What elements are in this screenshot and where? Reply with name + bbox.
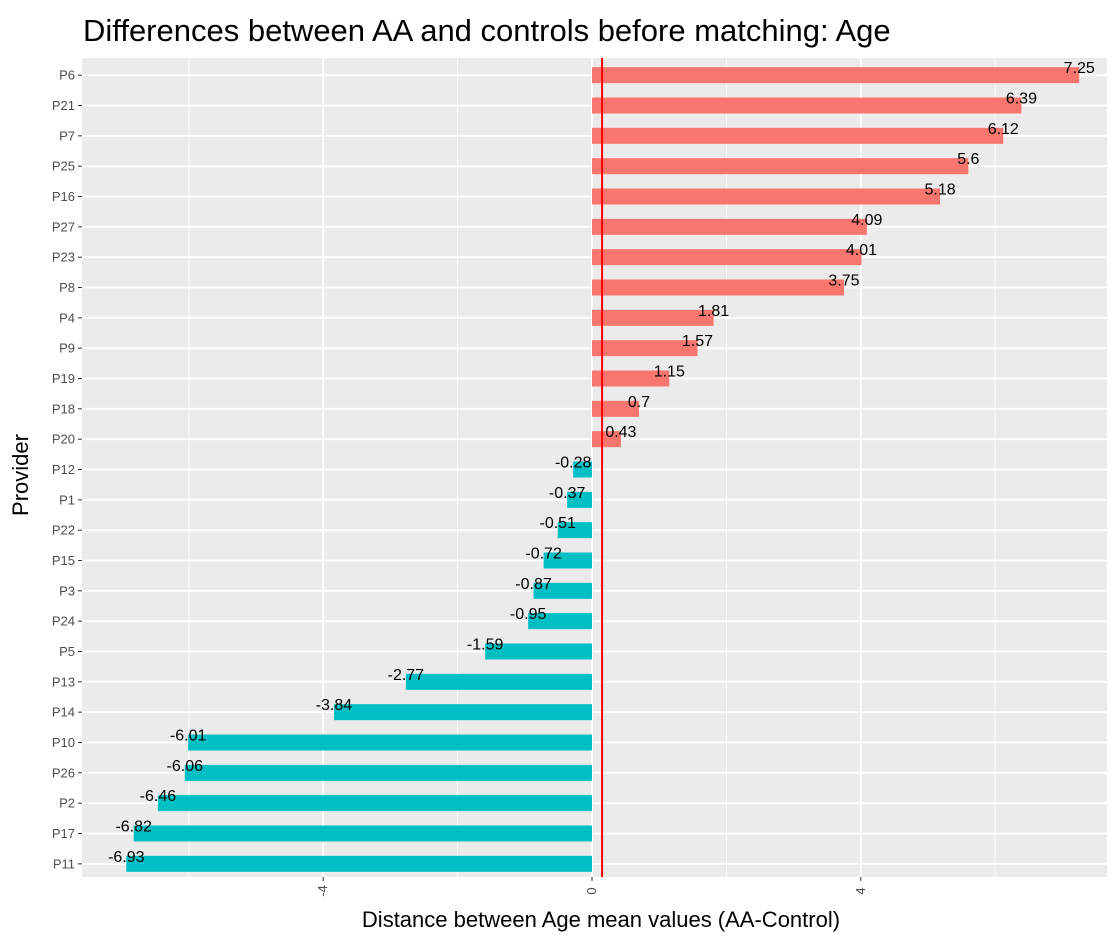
bar-p2 xyxy=(157,795,592,812)
bar-p6 xyxy=(592,67,1080,84)
bar-p1 xyxy=(567,491,592,508)
bar-p25 xyxy=(592,158,969,175)
data-label: -1.59 xyxy=(467,637,504,654)
y-tick-label: P3 xyxy=(59,583,75,598)
data-label: -0.28 xyxy=(555,455,592,472)
bar-p19 xyxy=(592,370,670,387)
y-tick-label: P6 xyxy=(59,68,75,83)
y-tick-label: P21 xyxy=(52,98,75,113)
bar-p23 xyxy=(592,249,862,266)
data-label: 0.7 xyxy=(628,394,650,411)
bar-p5 xyxy=(485,643,592,660)
bar-p16 xyxy=(592,188,941,205)
bar-p7 xyxy=(592,127,1004,144)
y-tick-label: P19 xyxy=(52,371,75,386)
y-tick-label: P23 xyxy=(52,250,75,265)
y-tick-label: P16 xyxy=(52,189,75,204)
chart-title: Differences between AA and controls befo… xyxy=(83,13,891,48)
bar-p27 xyxy=(592,218,867,235)
data-label: -0.37 xyxy=(549,485,586,502)
bar-p22 xyxy=(557,522,592,539)
x-tick-label: 4 xyxy=(853,887,868,894)
data-label: 3.75 xyxy=(828,273,859,290)
bar-p15 xyxy=(543,552,592,569)
data-label: 7.25 xyxy=(1064,60,1095,77)
data-label: 4.01 xyxy=(846,242,877,259)
bar-p24 xyxy=(528,613,592,630)
y-tick-label: P20 xyxy=(52,432,75,447)
y-tick-label: P22 xyxy=(52,523,75,538)
y-tick-label: P13 xyxy=(52,674,75,689)
bar-p3 xyxy=(533,582,592,599)
y-tick-label: P26 xyxy=(52,765,75,780)
data-label: -6.46 xyxy=(140,788,177,805)
y-tick-label: P9 xyxy=(59,341,75,356)
data-label: 5.6 xyxy=(957,151,979,168)
x-axis-title: Distance between Age mean values (AA-Con… xyxy=(362,907,840,932)
data-label: 1.15 xyxy=(654,364,685,381)
y-tick-label: P2 xyxy=(59,796,75,811)
bar-p9 xyxy=(592,340,698,357)
y-axis: P6 P21 P7 P25 P16 P27 P23 P8 P4 P9 P19 P18 P20 P12 P1 P… xyxy=(52,68,82,871)
data-label: 4.09 xyxy=(851,212,882,229)
bar-p26 xyxy=(184,764,592,781)
bar-p13 xyxy=(405,673,592,690)
bar-p12 xyxy=(573,461,592,478)
y-tick-label: P18 xyxy=(52,401,75,416)
data-labels: 7.25 6.39 6.12 5.65.18 4.09 4.01 3.75 1.81 1.57 1… xyxy=(108,60,1095,866)
data-label: 1.81 xyxy=(698,303,729,320)
data-label: -6.82 xyxy=(115,819,152,836)
data-label: 5.18 xyxy=(925,182,956,199)
y-tick-label: P8 xyxy=(59,280,75,295)
data-label: -0.87 xyxy=(515,576,552,593)
bar-p8 xyxy=(592,279,844,296)
data-label: -0.51 xyxy=(539,515,576,532)
bar-p10 xyxy=(188,734,593,751)
data-label: 1.57 xyxy=(682,333,713,350)
y-tick-label: P7 xyxy=(59,128,75,143)
data-label: -6.01 xyxy=(170,728,207,745)
x-tick-label: -4 xyxy=(315,885,330,897)
data-label: -0.72 xyxy=(525,546,562,563)
bar-p4 xyxy=(592,309,714,326)
y-axis-title: Provider xyxy=(8,434,33,516)
bars xyxy=(126,58,1080,877)
y-tick-label: P11 xyxy=(53,856,75,871)
y-tick-label: P10 xyxy=(52,735,75,750)
y-tick-label: P1 xyxy=(59,492,75,507)
data-label: -6.93 xyxy=(108,849,145,866)
y-tick-label: P27 xyxy=(52,219,75,234)
bar-p17 xyxy=(133,825,593,842)
bar-p11 xyxy=(126,855,592,872)
y-tick-label: P15 xyxy=(52,553,75,568)
y-tick-label: P25 xyxy=(52,159,75,174)
bar-p21 xyxy=(592,97,1022,114)
y-tick-label: P14 xyxy=(52,705,75,720)
y-tick-label: P17 xyxy=(52,826,75,841)
data-label: 6.39 xyxy=(1006,91,1037,108)
y-tick-label: P5 xyxy=(59,644,75,659)
y-tick-label: P24 xyxy=(52,614,75,629)
y-tick-label: P12 xyxy=(52,462,75,477)
y-tick-label: P4 xyxy=(59,310,75,325)
data-label: 0.43 xyxy=(605,424,636,441)
bar-p18 xyxy=(592,400,640,417)
data-label: -6.06 xyxy=(167,758,204,775)
data-label: -0.95 xyxy=(510,606,547,623)
data-label: 6.12 xyxy=(988,121,1019,138)
data-label: -2.77 xyxy=(388,667,425,684)
bar-p20 xyxy=(592,431,621,448)
data-label: -3.84 xyxy=(316,697,353,714)
bar-p14 xyxy=(333,704,592,721)
x-tick-label: 0 xyxy=(584,887,599,894)
x-axis: -4 0 4 xyxy=(315,877,868,897)
